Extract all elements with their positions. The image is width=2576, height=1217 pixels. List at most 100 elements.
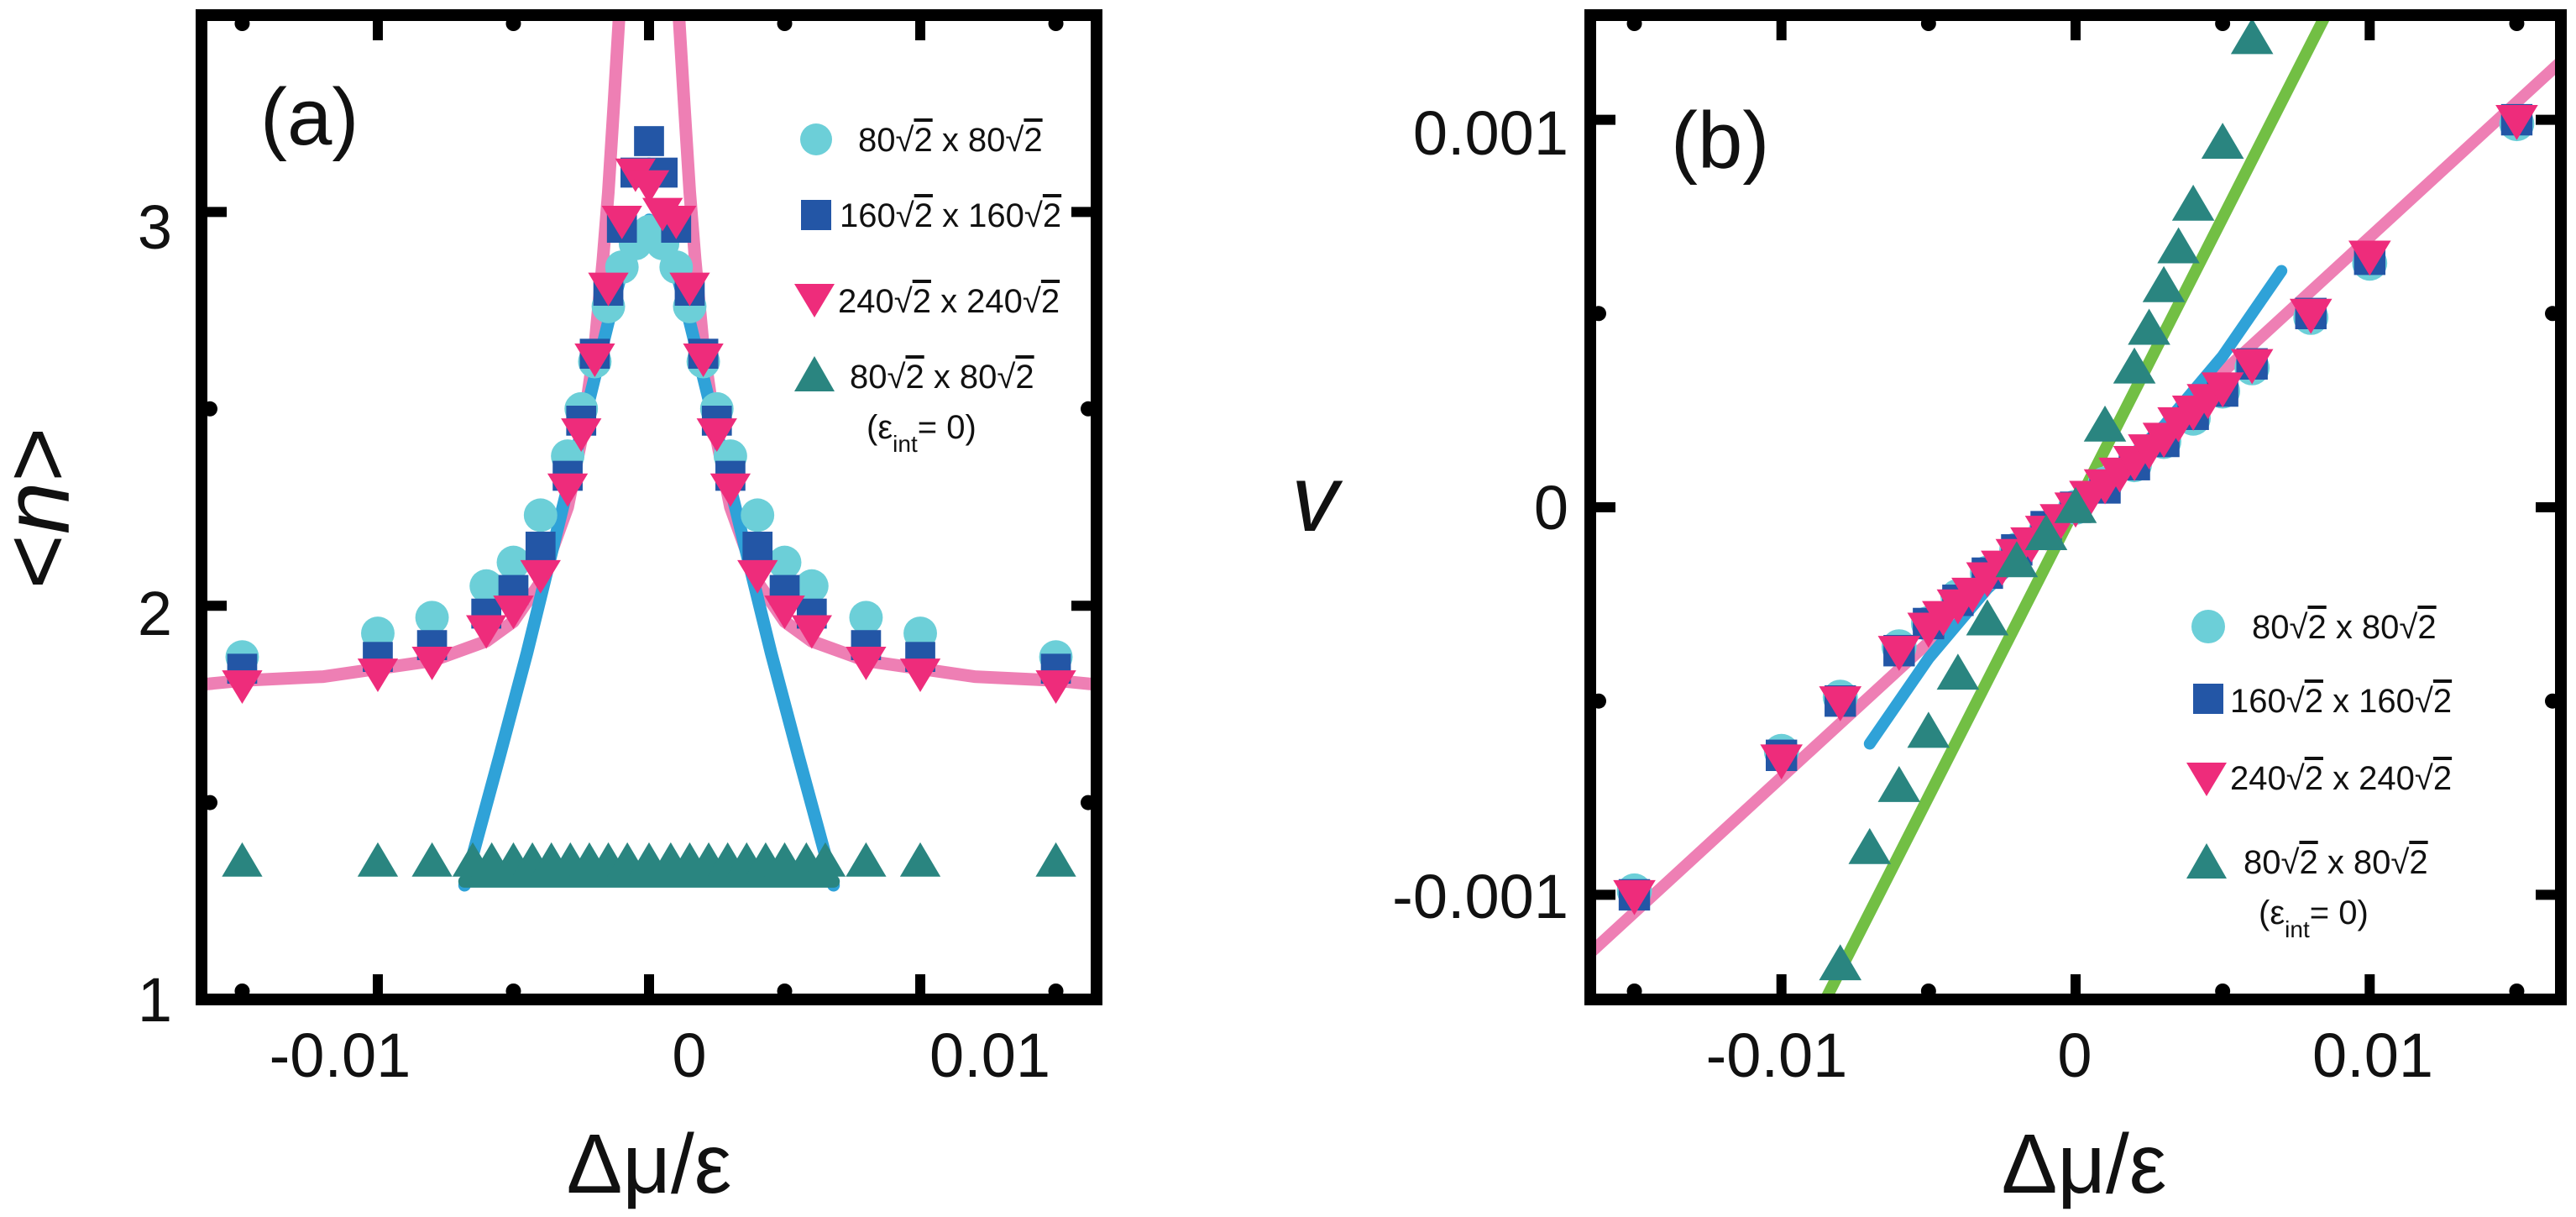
legend-label: 80√2 x 80√2 <box>858 122 1043 159</box>
data-point-triangle-down <box>222 670 263 705</box>
data-point-triangle-up <box>2083 405 2127 442</box>
data-point-circle <box>496 545 531 580</box>
data-point-triangle-up <box>411 842 453 877</box>
x-tick-label: 0 <box>2057 1020 2092 1090</box>
data-point-triangle-up <box>2024 514 2068 550</box>
data-point-triangle-down <box>696 418 737 453</box>
data-point-triangle-down <box>1760 744 1803 780</box>
legend-label-part: 80 <box>2244 844 2281 881</box>
sqrt-icon: √ <box>896 197 914 234</box>
legend: 80√2 x 80√2 160√2 x 160√2 240√2 x 240√2 … <box>794 122 1061 457</box>
legend-entry: 240√2 x 240√2 <box>2186 760 2452 797</box>
data-point-circle <box>523 498 558 532</box>
panel-a: -0.01 0 0.01 1 2 3 Δμ/ε <n> (a) 80√2 x 8… <box>0 9 1102 1211</box>
data-point-square <box>742 532 773 562</box>
x-tick-label: 0.01 <box>2312 1020 2433 1090</box>
y-tick-label: 0 <box>1534 473 1568 543</box>
legend-label-part: 2 <box>2307 609 2326 646</box>
data-point-triangle-up <box>1995 541 2039 578</box>
data-point-triangle-down <box>588 272 629 307</box>
data-point-circle <box>767 545 802 580</box>
data-point-triangle-up <box>357 842 399 877</box>
y-axis-label: v <box>1291 446 1343 551</box>
x-axis-label: Δμ/ε <box>2002 1117 2167 1211</box>
legend-sublabel-part: = 0) <box>918 409 976 446</box>
legend-marker-triangle-down <box>2186 763 2227 796</box>
data-point-triangle-up <box>1877 766 1921 802</box>
sqrt-icon: √ <box>2399 609 2417 646</box>
y-axis-label-open: < <box>0 534 89 589</box>
legend-label-part: x 240 <box>2323 760 2415 797</box>
legend-label: 240√2 x 240√2 <box>2230 760 2452 797</box>
legend-entry: 240√2 x 240√2 <box>794 283 1060 320</box>
legend-label-part: 2 <box>2409 844 2427 881</box>
data-point-triangle-down <box>520 559 561 594</box>
data-point-triangle-down <box>683 344 724 377</box>
data-point-triangle-up <box>1907 711 1950 748</box>
legend-sublabel-part: = 0) <box>2310 894 2369 931</box>
sqrt-icon: √ <box>2281 844 2300 881</box>
data-point-circle <box>741 498 775 532</box>
legend-sublabel-part: (ε <box>2259 894 2285 931</box>
legend-label-part: 80 <box>858 122 896 159</box>
legend-label-part: x 80 <box>2318 844 2391 881</box>
legend-entry: 160√2 x 160√2 <box>801 197 1061 234</box>
panel-a-y-tick-labels: 1 2 3 <box>138 192 172 1035</box>
legend-entry: 80√2 x 80√2 (εint= 0) <box>794 356 1034 457</box>
x-tick-label: -0.01 <box>270 1020 411 1090</box>
data-point-circle <box>469 569 504 603</box>
data-point-triangle-down <box>628 170 670 204</box>
legend-label-part: 2 <box>2417 609 2436 646</box>
data-point-triangle-down <box>791 615 832 649</box>
legend-label: 160√2 x 160√2 <box>2230 683 2452 720</box>
data-point-circle <box>794 569 829 603</box>
panel-b-frame <box>1584 9 2567 1005</box>
data-point-triangle-down <box>601 205 642 239</box>
legend-label-part: 80 <box>850 359 887 396</box>
legend-sublabel-part: (ε <box>867 409 893 446</box>
data-point-square <box>525 532 556 562</box>
legend-label-part: 240 <box>838 283 894 320</box>
data-point-triangle-up <box>1819 944 1862 981</box>
panel-a-points <box>222 126 1076 877</box>
data-point-triangle-down <box>574 344 615 377</box>
legend-label-part: 2 <box>1041 283 1060 320</box>
legend-entry: 80√2 x 80√2 <box>800 122 1043 159</box>
y-tick-label: 3 <box>138 192 172 262</box>
sqrt-icon: √ <box>2286 683 2305 720</box>
y-axis-label: <n> <box>0 427 89 589</box>
data-point-triangle-down <box>1613 879 1656 915</box>
sqrt-icon: √ <box>1024 197 1043 234</box>
data-point-triangle-down <box>669 272 710 307</box>
data-point-square <box>634 126 664 156</box>
legend-marker-square <box>801 200 831 230</box>
panel-label: (b) <box>1671 96 1769 186</box>
data-point-circle <box>903 616 937 650</box>
legend-label-part: 2 <box>913 283 931 320</box>
data-point-triangle-down <box>899 658 941 692</box>
legend-marker-square <box>2193 684 2223 714</box>
sqrt-icon: √ <box>1005 122 1024 159</box>
x-tick-label: 0 <box>672 1020 706 1090</box>
data-point-triangle-down <box>2348 240 2391 276</box>
data-point-triangle-down <box>2230 349 2274 385</box>
data-point-triangle-down <box>1819 686 1862 721</box>
sqrt-icon: √ <box>2415 760 2433 797</box>
sqrt-icon: √ <box>2415 683 2433 720</box>
data-point-triangle-down <box>357 658 399 692</box>
x-axis-label: Δμ/ε <box>567 1117 732 1211</box>
panel-a-x-tick-labels: -0.01 0 0.01 <box>270 1020 1050 1090</box>
data-point-triangle-up <box>846 842 887 877</box>
sqrt-icon: √ <box>2286 760 2305 797</box>
data-point-triangle-down <box>411 647 453 680</box>
panel-a-frame <box>196 9 1102 1005</box>
data-point-triangle-up <box>804 842 846 877</box>
legend-label: 160√2 x 160√2 <box>840 197 1061 234</box>
legend-marker-circle <box>800 123 832 155</box>
data-point-triangle-down <box>493 595 534 629</box>
data-point-circle <box>849 601 883 635</box>
legend-label: 240√2 x 240√2 <box>838 283 1060 320</box>
legend-label: 80√2 x 80√2 <box>850 359 1034 396</box>
legend-label-part: 2 <box>914 197 933 234</box>
